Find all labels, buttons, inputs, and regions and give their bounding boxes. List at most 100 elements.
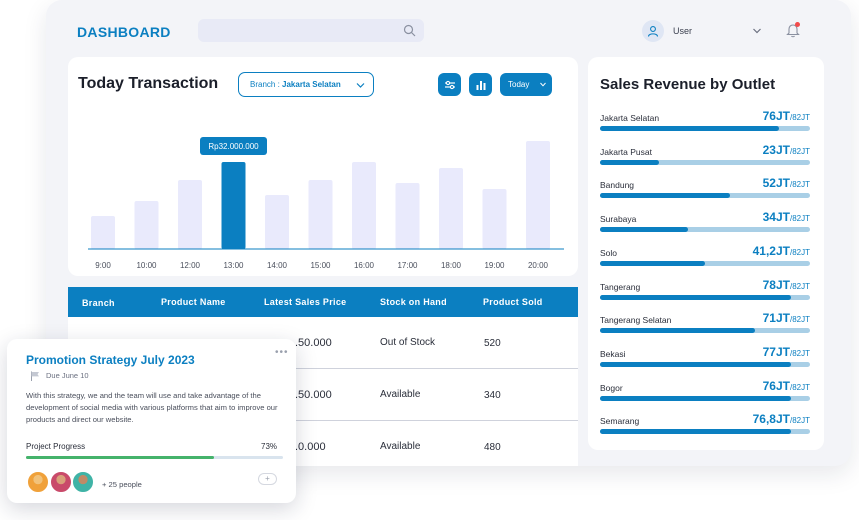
outlet-value: 34JT/82JT (762, 210, 810, 225)
col-branch[interactable]: Branch (82, 298, 115, 308)
x-tick-label: 10:00 (136, 261, 157, 270)
x-tick-label: 19:00 (484, 261, 505, 270)
outlet-progress-fill (600, 260, 705, 266)
outlet-value: 52JT/82JT (762, 176, 810, 191)
outlet-row[interactable]: Tangerang 78JT/82JT (600, 278, 810, 308)
outlet-name: Surabaya (600, 214, 637, 225)
outlet-row[interactable]: Bekasi 77JT/82JT (600, 345, 810, 375)
outlet-value: 76JT/82JT (762, 109, 810, 123)
flag-icon (31, 371, 39, 381)
chart-bar-17:00[interactable] (395, 183, 420, 249)
table-header: Branch Product Name Latest Sales Price S… (68, 287, 578, 317)
x-tick-label: 14:00 (267, 261, 288, 270)
outlet-name: Bandung (600, 180, 635, 191)
row-3-stock: Available (380, 441, 421, 452)
col-product-name[interactable]: Product Name (161, 297, 226, 307)
chart-bar-16:00[interactable] (352, 162, 376, 249)
outlet-name: Bekasi (600, 348, 626, 359)
bell-icon[interactable] (786, 22, 800, 38)
outlet-row[interactable]: Solo 41,2JT/82JT (600, 244, 810, 274)
period-select[interactable]: Today (500, 73, 552, 96)
outlet-progress-fill (600, 429, 792, 435)
outlet-target: /82JT (789, 247, 810, 257)
outlet-row[interactable]: Jakarta Selatan 76JT/82JT (600, 109, 810, 139)
outlet-value: 23JT/82JT (762, 142, 810, 157)
chart-bar-15:00[interactable] (308, 180, 333, 249)
row-1-stock: Out of Stock (380, 337, 436, 348)
outlet-progress-fill (600, 193, 731, 199)
outlet-value: 41,2JT/82JT (752, 243, 810, 258)
col-product-sold[interactable]: Product Sold (483, 297, 543, 307)
row-divider (295, 368, 578, 369)
search-icon (403, 24, 416, 37)
outlet-target: /82JT (789, 281, 810, 291)
chart-bar-10:00[interactable] (134, 201, 159, 249)
x-tick-label: 16:00 (354, 261, 375, 270)
avatar[interactable] (71, 470, 95, 494)
chart-bar-12:00[interactable] (178, 180, 202, 249)
outlet-row[interactable]: Bandung 52JT/82JT (600, 176, 810, 206)
avatar[interactable] (642, 20, 664, 42)
user-name[interactable]: User (673, 26, 693, 36)
outlet-name: Jakarta Pusat (600, 146, 652, 157)
row-divider (295, 420, 578, 421)
chart-view-button[interactable] (469, 73, 492, 96)
outlet-value: 78JT/82JT (762, 277, 810, 292)
chart-bar-19:00[interactable] (482, 189, 507, 249)
chart-tooltip: Rp32.000.000 (200, 137, 267, 155)
outlet-value: 71JT/82JT (762, 311, 810, 326)
outlet-progress-bar (600, 429, 810, 435)
outlet-target: /82JT (789, 348, 810, 358)
outlet-name: Jakarta Selatan (600, 113, 660, 123)
progress-label: Project Progress (26, 442, 86, 451)
x-tick-label: 13:00 (223, 261, 244, 270)
outlet-target: /82JT (789, 315, 810, 325)
outlet-row[interactable]: Tangerang Selatan 71JT/82JT (600, 311, 810, 341)
chart-bar-18:00[interactable] (439, 168, 463, 249)
promo-title: Promotion Strategy July 2023 (26, 353, 195, 367)
chart-bar-9:00[interactable] (91, 216, 115, 249)
chevron-down-icon (540, 82, 546, 87)
col-latest-sales-price[interactable]: Latest Sales Price (264, 297, 347, 307)
promotion-card[interactable]: Promotion Strategy July 2023 ••• Due Jun… (7, 339, 296, 503)
outlet-row[interactable]: Surabaya 34JT/82JT (600, 210, 810, 240)
chevron-down-icon (356, 83, 365, 88)
row-2-sold: 340 (484, 390, 501, 401)
today-transaction-card: Today Transaction Branch : Jakarta Selat… (68, 57, 578, 276)
x-tick-label: 9:00 (95, 261, 111, 270)
outlet-progress-bar (600, 328, 810, 334)
outlet-value: 76JT/82JT (762, 378, 810, 393)
outlet-row[interactable]: Bogor 76JT/82JT (600, 379, 810, 409)
filter-button[interactable] (438, 73, 461, 96)
outlet-target: /82JT (789, 382, 810, 392)
card-title: Today Transaction (78, 75, 219, 92)
outlet-name: Tangerang (600, 281, 641, 292)
outlet-progress-fill (600, 159, 659, 165)
bar-chart-icon (476, 80, 485, 90)
row-3-price: .0.000 (295, 441, 326, 453)
user-icon (647, 26, 659, 37)
avatar[interactable] (49, 470, 73, 494)
search-input[interactable] (198, 19, 424, 42)
outlet-target: /82JT (789, 416, 810, 426)
chart-bar-13:00[interactable] (221, 162, 246, 249)
outlet-row[interactable]: Jakarta Pusat 23JT/82JT (600, 143, 810, 173)
row-1-price: .50.000 (295, 337, 332, 349)
outlet-progress-fill (600, 294, 792, 300)
avatar[interactable] (26, 470, 50, 494)
outlet-progress-fill (600, 395, 792, 401)
row-2-stock: Available (380, 389, 421, 400)
chart-bar-14:00[interactable] (265, 195, 289, 249)
add-icon[interactable]: + (258, 473, 277, 485)
outlet-row[interactable]: Semarang 76,8JT/82JT (600, 412, 810, 442)
more-menu-icon[interactable]: ••• (275, 347, 289, 358)
x-tick-label: 18:00 (441, 261, 462, 270)
top-bar: DASHBOARD User (46, 0, 851, 60)
notification-badge (795, 22, 800, 27)
chart-bar-20:00[interactable] (526, 141, 550, 249)
outlet-target: /82JT (789, 214, 810, 224)
chevron-down-icon[interactable] (752, 27, 762, 35)
branch-select[interactable]: Branch : Jakarta Selatan (238, 72, 374, 97)
col-stock-on-hand[interactable]: Stock on Hand (380, 297, 447, 307)
tooltip-value: Rp32.000.000 (208, 142, 259, 151)
